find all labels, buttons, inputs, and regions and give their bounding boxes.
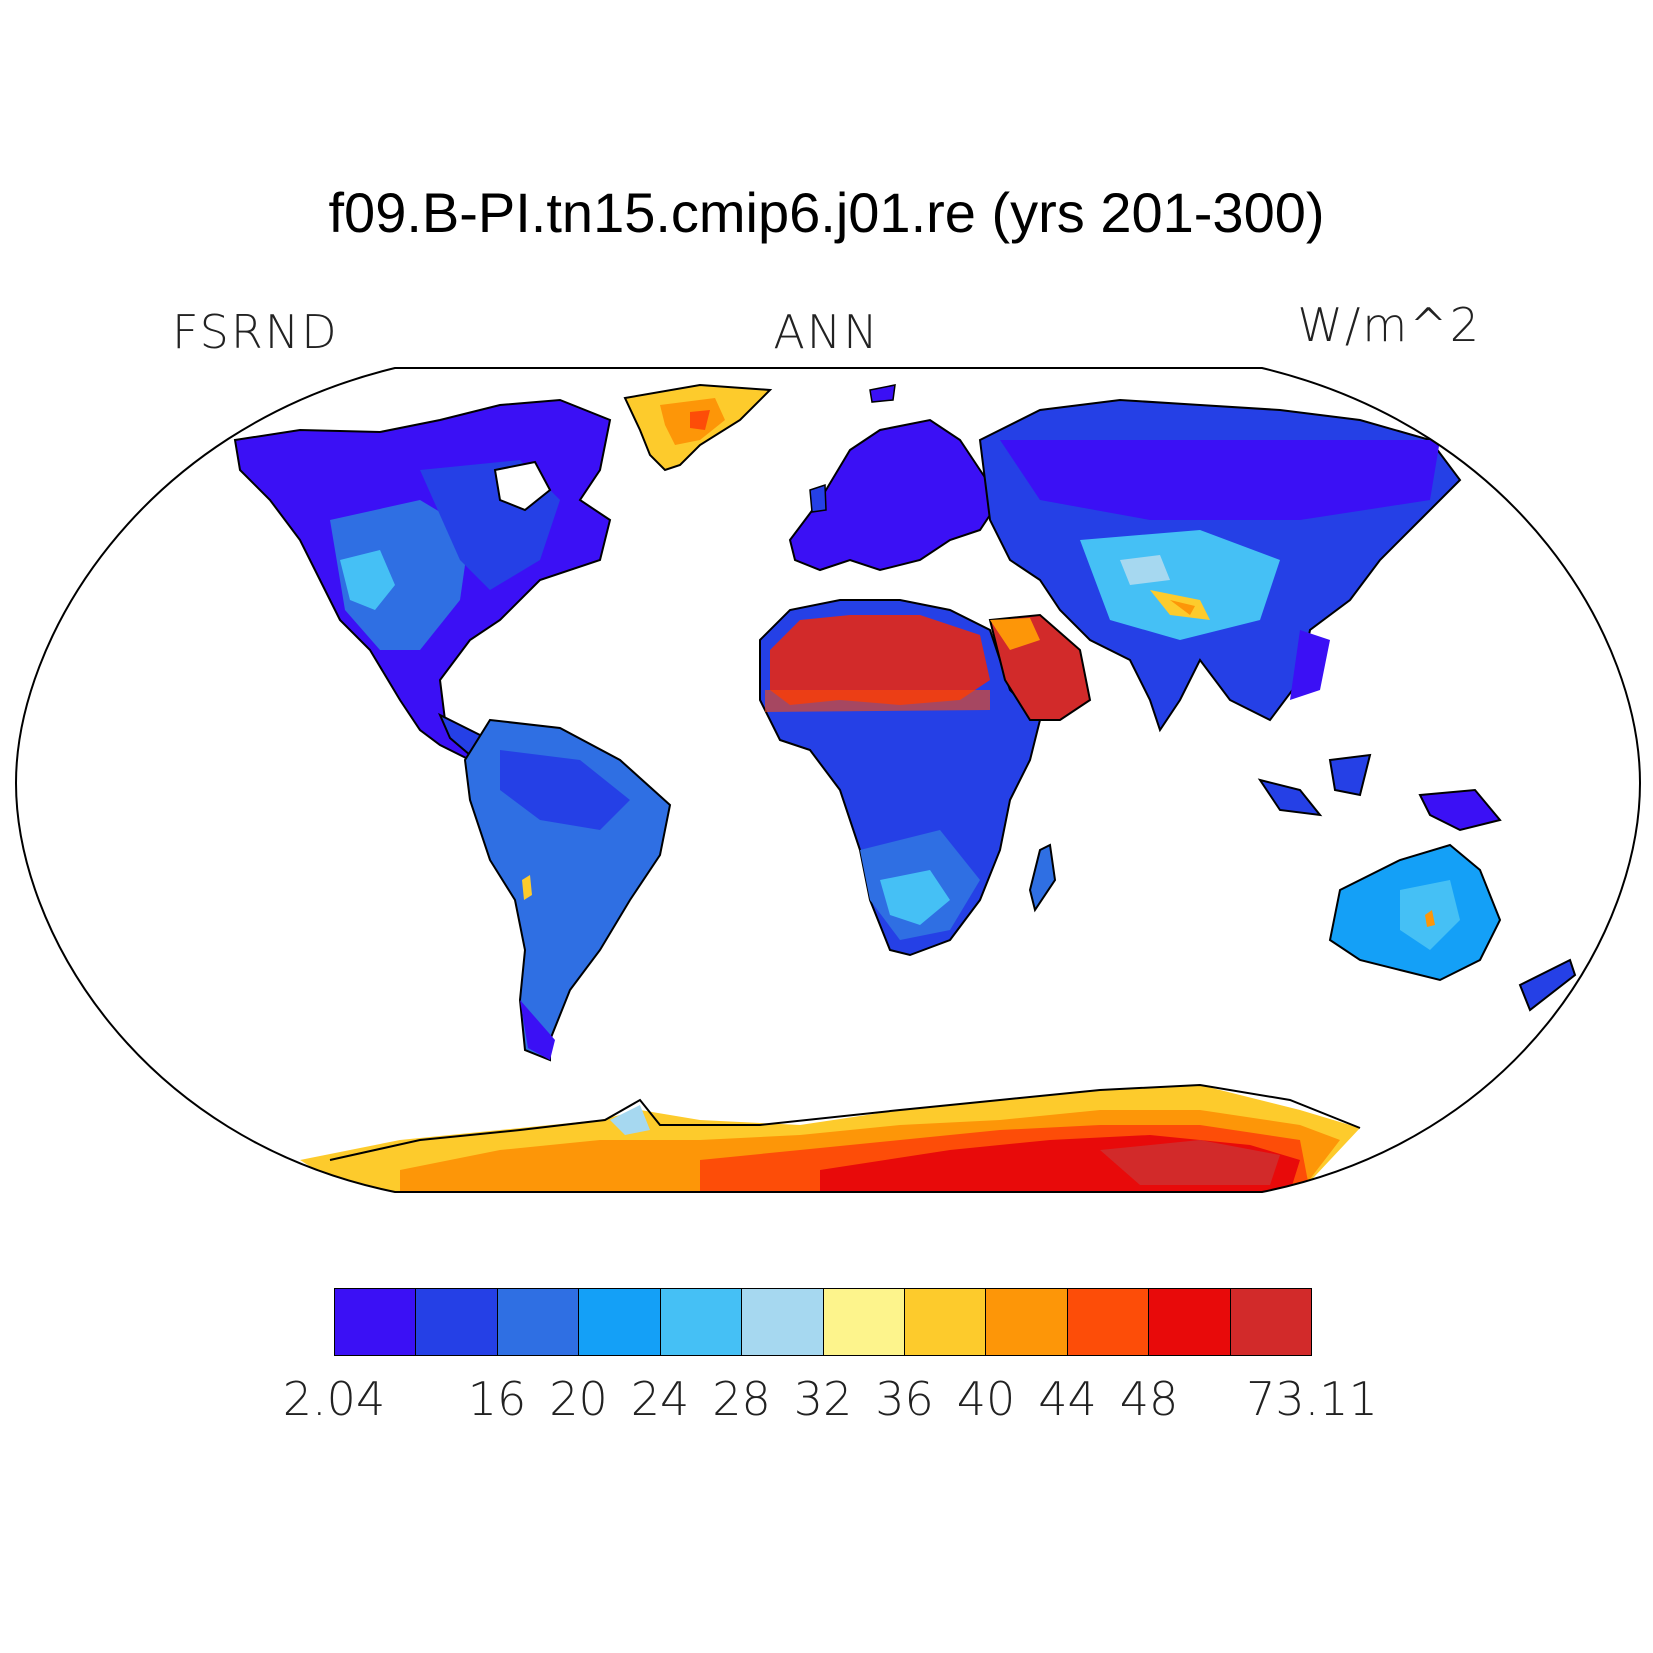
colorbar-label: 48 (1119, 1372, 1179, 1426)
colorbar-label: 40 (956, 1372, 1016, 1426)
colorbar-label: 16 (467, 1372, 527, 1426)
colorbar-swatch (1067, 1289, 1150, 1355)
colorbar-label: 20 (549, 1372, 608, 1426)
land-fields (233, 383, 1577, 1192)
colorbar-swatch (416, 1289, 498, 1355)
colorbar-label: 24 (630, 1372, 690, 1426)
colorbar-label: 44 (1038, 1372, 1097, 1426)
variable-label: FSRND (172, 305, 339, 359)
plot-title: f09.B-PI.tn15.cmip6.j01.re (yrs 201-300) (328, 181, 1325, 244)
colorbar-label: 36 (875, 1372, 934, 1426)
colorbar-label: 28 (712, 1372, 771, 1426)
colorbar-label: 2.04 (282, 1372, 386, 1426)
colorbar-swatch (823, 1289, 905, 1355)
colorbar-swatch (497, 1289, 580, 1355)
colorbar-swatch (742, 1289, 824, 1355)
sahara-hot (770, 615, 990, 705)
colorbar-label: 73.11 (1246, 1372, 1378, 1426)
colorbar-swatch (986, 1289, 1068, 1355)
colorbar-swatch (1149, 1289, 1231, 1355)
colorbar-swatch (1230, 1289, 1312, 1355)
colorbar-swatch (335, 1289, 417, 1355)
colorbar-swatch (660, 1289, 743, 1355)
colorbar-label: 32 (793, 1372, 853, 1426)
colorbar-swatch (904, 1289, 987, 1355)
colorbar (334, 1288, 1312, 1356)
units-label: W/m^2 (1297, 298, 1481, 352)
season-label: ANN (773, 305, 880, 359)
antarctica (300, 1083, 1361, 1192)
map-boundary (14, 367, 1642, 1193)
colorbar-swatch (579, 1289, 661, 1355)
